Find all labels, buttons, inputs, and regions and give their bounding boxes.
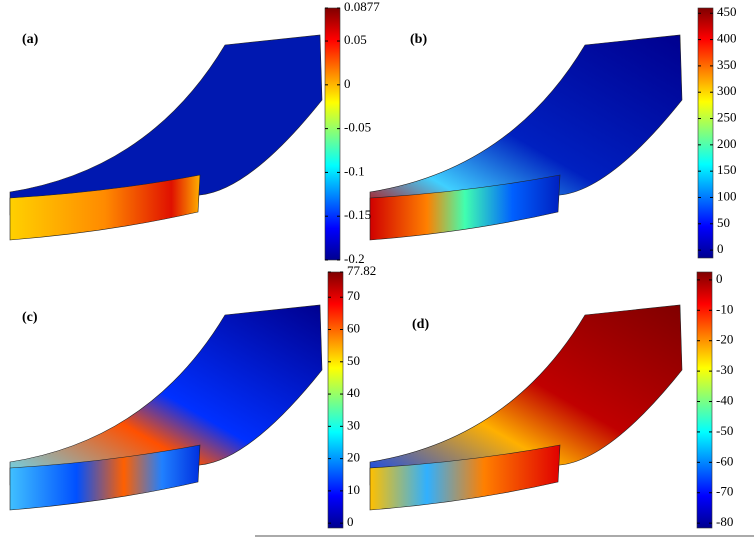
tick-label: 20 — [347, 450, 360, 465]
tick-label: 250 — [717, 110, 737, 125]
tick-label: -40 — [716, 393, 733, 408]
tick-label: 100 — [717, 188, 737, 203]
tick-label: 60 — [347, 320, 360, 335]
tick-label: 0 — [344, 76, 351, 91]
tick-label: -0.2 — [344, 251, 365, 266]
tick-label: 77.82 — [347, 263, 376, 278]
panel-label: (d) — [412, 317, 429, 332]
tick-label: -80 — [716, 514, 733, 529]
tick-label: -20 — [716, 332, 733, 347]
colorbar — [324, 7, 341, 261]
tick-label: -50 — [716, 423, 733, 438]
panel-label: (b) — [410, 32, 427, 47]
tick-label: -30 — [716, 362, 733, 377]
tick-label: 0 — [717, 241, 724, 256]
tick-label: 50 — [347, 353, 360, 368]
tick-label: 300 — [717, 83, 737, 98]
panel — [369, 304, 683, 511]
tick-label: -0.15 — [344, 207, 371, 222]
colorbar — [327, 271, 344, 529]
tick-label: 10 — [347, 482, 360, 497]
colorbar — [696, 271, 713, 529]
tick-label: 50 — [717, 215, 730, 230]
tick-label: 200 — [717, 136, 737, 151]
tick-label: -70 — [716, 484, 733, 499]
tick-label: 40 — [347, 385, 360, 400]
tick-label: 0 — [347, 514, 354, 529]
tick-label: 0.0877 — [344, 0, 380, 14]
panel — [369, 34, 683, 241]
tick-label: 0.05 — [344, 32, 367, 47]
colorbar — [697, 7, 714, 259]
panel-label: (a) — [22, 32, 39, 47]
tick-label: 450 — [717, 4, 737, 19]
tick-label: 350 — [717, 57, 737, 72]
tick-label: 70 — [347, 288, 360, 303]
tick-label: -0.1 — [344, 163, 365, 178]
tick-label: -0.05 — [344, 120, 371, 135]
panel — [9, 34, 323, 241]
panel — [9, 304, 323, 511]
tick-label: 150 — [717, 162, 737, 177]
tick-label: 0 — [716, 271, 723, 286]
tick-label: 400 — [717, 31, 737, 46]
tick-label: 30 — [347, 417, 360, 432]
tick-label: -60 — [716, 453, 733, 468]
tick-label: -10 — [716, 301, 733, 316]
panel-label: (c) — [22, 310, 38, 325]
